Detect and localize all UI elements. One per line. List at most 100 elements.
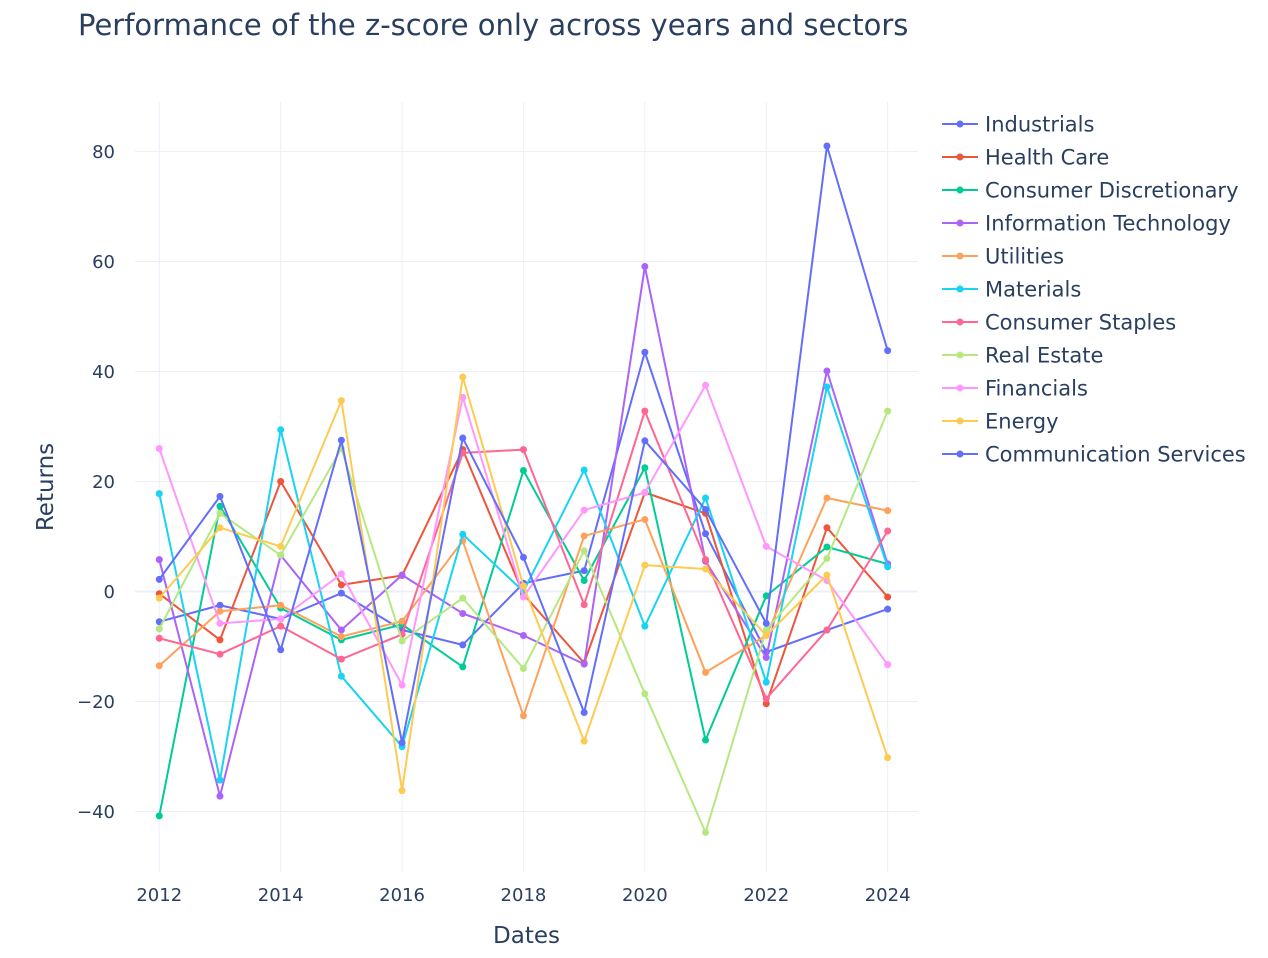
legend-item[interactable]: Energy <box>942 410 1059 434</box>
data-point[interactable] <box>519 712 527 720</box>
data-point[interactable] <box>277 426 285 434</box>
data-point[interactable] <box>337 626 345 634</box>
data-point[interactable] <box>641 262 649 270</box>
data-point[interactable] <box>337 397 345 405</box>
data-point[interactable] <box>277 542 285 550</box>
data-point[interactable] <box>459 594 467 602</box>
data-point[interactable] <box>216 502 224 510</box>
data-point[interactable] <box>398 617 406 625</box>
data-point[interactable] <box>459 641 467 649</box>
legend-item[interactable]: Financials <box>942 377 1088 401</box>
data-point[interactable] <box>823 383 831 391</box>
data-point[interactable] <box>641 348 649 356</box>
data-point[interactable] <box>337 655 345 663</box>
data-point[interactable] <box>580 567 588 575</box>
data-point[interactable] <box>884 593 892 601</box>
data-point[interactable] <box>580 660 588 668</box>
data-point[interactable] <box>641 622 649 630</box>
data-point[interactable] <box>762 695 770 703</box>
data-point[interactable] <box>398 681 406 689</box>
data-point[interactable] <box>823 571 831 579</box>
data-point[interactable] <box>216 619 224 627</box>
data-point[interactable] <box>519 665 527 672</box>
data-point[interactable] <box>641 515 649 523</box>
data-point[interactable] <box>762 619 770 627</box>
data-point[interactable] <box>337 581 345 589</box>
data-point[interactable] <box>459 663 467 671</box>
data-point[interactable] <box>459 434 467 442</box>
data-point[interactable] <box>459 610 467 617</box>
data-point[interactable] <box>823 524 831 532</box>
data-point[interactable] <box>762 626 770 634</box>
data-point[interactable] <box>580 737 588 745</box>
data-point[interactable] <box>216 492 224 500</box>
data-point[interactable] <box>884 661 892 669</box>
data-point[interactable] <box>762 700 770 708</box>
data-point[interactable] <box>641 489 649 496</box>
data-point[interactable] <box>580 532 588 540</box>
data-point[interactable] <box>580 601 588 609</box>
legend-item[interactable]: Utilities <box>942 245 1064 269</box>
data-point[interactable] <box>337 633 345 641</box>
data-point[interactable] <box>155 594 163 602</box>
data-point[interactable] <box>884 754 892 762</box>
data-point[interactable] <box>277 615 285 623</box>
data-point[interactable] <box>459 530 467 538</box>
data-point[interactable] <box>519 593 527 601</box>
data-point[interactable] <box>398 787 406 795</box>
legend-item[interactable]: Consumer Staples <box>942 311 1176 335</box>
data-point[interactable] <box>702 668 710 676</box>
data-point[interactable] <box>641 437 649 445</box>
data-point[interactable] <box>216 509 224 517</box>
data-point[interactable] <box>702 565 710 573</box>
data-point[interactable] <box>823 494 831 502</box>
data-point[interactable] <box>277 551 285 559</box>
data-point[interactable] <box>702 381 710 389</box>
data-point[interactable] <box>519 632 527 639</box>
data-point[interactable] <box>580 577 588 584</box>
data-point[interactable] <box>884 407 892 415</box>
data-point[interactable] <box>762 542 770 550</box>
data-point[interactable] <box>398 739 406 747</box>
data-point[interactable] <box>762 592 770 600</box>
data-point[interactable] <box>277 478 285 485</box>
data-point[interactable] <box>277 646 285 654</box>
data-point[interactable] <box>641 407 649 415</box>
data-point[interactable] <box>823 367 831 375</box>
data-point[interactable] <box>519 582 527 590</box>
data-point[interactable] <box>641 561 649 569</box>
data-point[interactable] <box>823 142 831 150</box>
data-point[interactable] <box>155 556 163 564</box>
data-point[interactable] <box>580 709 588 716</box>
data-point[interactable] <box>216 607 224 615</box>
legend[interactable]: Industrials Health Care Consumer Discretio… <box>942 113 1246 467</box>
data-point[interactable] <box>155 634 163 642</box>
data-point[interactable] <box>702 828 710 836</box>
data-point[interactable] <box>398 571 406 579</box>
legend-item[interactable]: Real Estate <box>942 344 1103 368</box>
data-point[interactable] <box>155 812 163 820</box>
data-point[interactable] <box>277 601 285 609</box>
data-point[interactable] <box>823 555 831 562</box>
data-point[interactable] <box>641 464 649 472</box>
data-point[interactable] <box>155 445 163 452</box>
data-point[interactable] <box>216 650 224 658</box>
data-point[interactable] <box>155 662 163 670</box>
data-point[interactable] <box>155 625 163 633</box>
data-point[interactable] <box>702 736 710 744</box>
data-point[interactable] <box>884 563 892 571</box>
data-point[interactable] <box>641 690 649 698</box>
legend-item[interactable]: Materials <box>942 278 1081 302</box>
data-point[interactable] <box>702 530 710 538</box>
data-point[interactable] <box>155 490 163 498</box>
data-point[interactable] <box>884 527 892 535</box>
data-point[interactable] <box>519 467 527 474</box>
legend-item[interactable]: Information Technology <box>942 212 1231 236</box>
data-point[interactable] <box>823 626 831 634</box>
data-point[interactable] <box>216 601 224 609</box>
legend-item[interactable]: Health Care <box>942 146 1109 170</box>
data-point[interactable] <box>337 570 345 578</box>
data-point[interactable] <box>216 792 224 800</box>
data-point[interactable] <box>337 589 345 597</box>
data-point[interactable] <box>702 494 710 502</box>
